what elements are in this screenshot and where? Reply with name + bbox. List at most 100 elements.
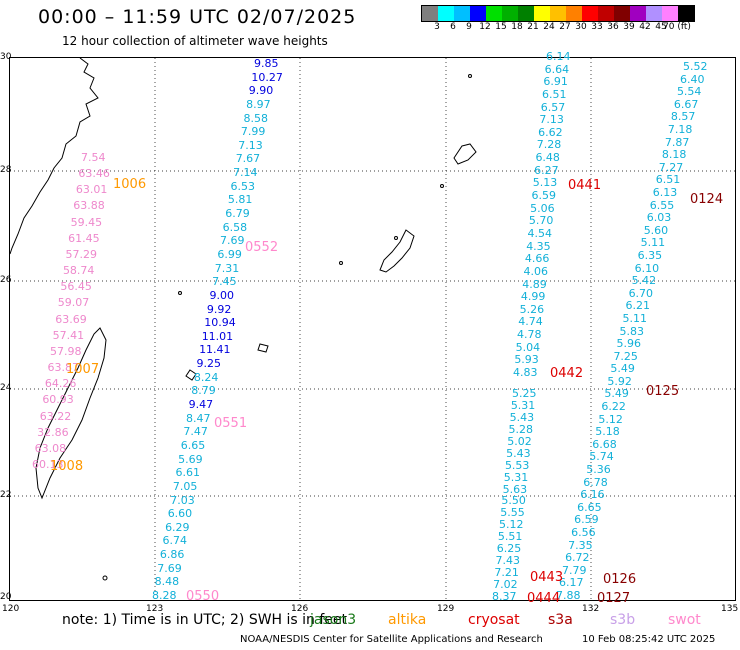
colorbar-swatch <box>422 6 438 21</box>
wave-height-value: 8.47 <box>186 411 211 425</box>
wave-height-value: 6.21 <box>625 299 651 313</box>
colorbar-swatch <box>486 6 502 21</box>
longitude-tick-label: 126 <box>291 604 309 614</box>
amami-island <box>453 143 477 165</box>
wave-height-value: 7.87 <box>664 135 690 149</box>
wave-height-value: 5.49 <box>610 362 635 376</box>
wave-height-value: 5.53 <box>504 458 530 472</box>
wave-height-value: 6.03 <box>646 211 672 225</box>
wave-height-value: 6.13 <box>652 185 678 199</box>
islet <box>440 184 444 188</box>
wave-height-value: 6.17 <box>559 576 584 590</box>
wave-height-value: 63.08 <box>34 441 67 455</box>
wave-height-value: 57.98 <box>50 344 82 358</box>
wave-height-value: 6.22 <box>601 400 626 414</box>
colorbar-label: 70 (ft) <box>663 22 691 32</box>
colorbar-swatch <box>614 6 630 21</box>
colorbar-swatch <box>502 6 518 21</box>
wave-height-value: 7.45 <box>212 275 237 289</box>
wave-height-value: 6.64 <box>544 62 570 76</box>
colorbar-label: 9 <box>466 22 472 32</box>
generated-timestamp: 10 Feb 08:25:42 UTC 2025 <box>582 634 716 645</box>
islet <box>339 261 343 265</box>
wave-height-value: 64.26 <box>44 377 77 391</box>
wave-height-value: 7.03 <box>170 493 195 507</box>
wave-height-value: 57.29 <box>65 247 98 261</box>
wave-height-value: 5.36 <box>586 463 611 477</box>
wave-height-value: 5.49 <box>604 387 629 401</box>
colorbar-swatch <box>646 6 662 21</box>
latitude-tick-label: 20 <box>0 592 12 602</box>
wave-height-value: 60.93 <box>42 393 74 407</box>
wave-height-value: 8.58 <box>243 111 269 125</box>
wave-height-value: 6.40 <box>679 72 705 86</box>
wave-height-value: 6.16 <box>580 488 605 502</box>
wave-height-value: 8.57 <box>670 110 696 124</box>
islet <box>468 74 472 78</box>
wave-height-value: 5.13 <box>532 176 558 190</box>
wave-height-value: 11.41 <box>199 343 231 357</box>
colorbar-swatch <box>534 6 550 21</box>
colorbar-label: 30 <box>575 22 587 32</box>
wave-height-value: 6.65 <box>180 438 206 452</box>
wave-height-value: 5.11 <box>622 311 648 325</box>
wave-height-value: 60.13 <box>32 458 64 471</box>
wave-height-value: 7.88 <box>556 589 581 602</box>
wave-height-value: 6.60 <box>167 507 193 521</box>
wave-height-value: 7.79 <box>562 563 587 577</box>
satellite-legend-altika: altika <box>388 612 427 628</box>
wave-height-value: 8.97 <box>246 97 271 111</box>
wave-height-value: 6.79 <box>225 207 250 221</box>
longitude-tick-label: 120 <box>2 604 20 614</box>
wave-height-value: 7.35 <box>568 538 593 552</box>
wave-height-value: 6.70 <box>628 286 654 300</box>
pass-number-label: 0124 <box>690 192 724 207</box>
wave-height-value: 6.58 <box>222 220 248 234</box>
wave-height-value: 63.69 <box>55 312 87 326</box>
pass-number-label: 0552 <box>245 240 279 255</box>
wave-height-value: 7.21 <box>494 566 519 580</box>
china-coast <box>10 58 99 255</box>
wave-height-value: 7.69 <box>220 234 245 248</box>
wave-height-value: 5.04 <box>515 340 541 354</box>
wave-height-value: 63.46 <box>78 167 110 181</box>
wave-height-value: 5.74 <box>589 450 614 464</box>
wave-height-value: 6.67 <box>673 97 699 111</box>
wave-height-value: 6.27 <box>534 163 559 177</box>
wave-height-value: 4.78 <box>516 328 542 342</box>
wave-height-value: 6.74 <box>162 534 187 548</box>
wave-height-value: 9.47 <box>188 398 214 412</box>
colorbar-label: 21 <box>527 22 539 32</box>
colorbar-label: 24 <box>543 22 555 32</box>
wave-height-value: 57.41 <box>52 328 85 342</box>
satellite-legend-cryosat: cryosat <box>468 612 520 628</box>
wave-height-value: 7.99 <box>240 125 266 139</box>
wave-height-value: 6.99 <box>217 247 242 261</box>
wave-height-value: 7.27 <box>658 160 684 174</box>
wave-height-value: 9.25 <box>196 357 221 371</box>
colorbar-swatch <box>662 6 678 21</box>
wave-height-value: 4.83 <box>513 366 538 379</box>
wave-height-value: 8.24 <box>193 370 219 384</box>
wave-height-value: 6.59 <box>574 513 599 527</box>
map-subtitle: 12 hour collection of altimeter wave hei… <box>62 34 328 48</box>
colorbar-label: 15 <box>495 22 507 32</box>
satellite-legend-s3a: s3a <box>548 612 573 628</box>
colorbar-label: 36 <box>607 22 619 32</box>
wave-height-value: 5.18 <box>595 425 620 439</box>
map-title: 00:00 – 11:59 UTC 02/07/2025 <box>38 6 357 28</box>
wave-height-value: 4.35 <box>526 239 551 253</box>
wave-height-value: 6.55 <box>649 198 675 212</box>
pass-number-label: 0125 <box>646 384 680 399</box>
wave-height-value: 5.43 <box>509 410 535 424</box>
colorbar-swatch <box>518 6 534 21</box>
pass-number-label: 0550 <box>186 589 220 604</box>
colorbar-label: 18 <box>511 22 523 32</box>
map-frame[interactable] <box>9 57 737 602</box>
wave-height-value: 6.48 <box>535 151 560 165</box>
latitude-tick-label: 26 <box>0 275 12 285</box>
wave-height-value: 5.26 <box>519 302 545 316</box>
wave-height-value: 4.89 <box>522 277 547 291</box>
wave-height-value: 6.53 <box>230 179 255 193</box>
wave-height-value: 9.92 <box>206 302 232 316</box>
